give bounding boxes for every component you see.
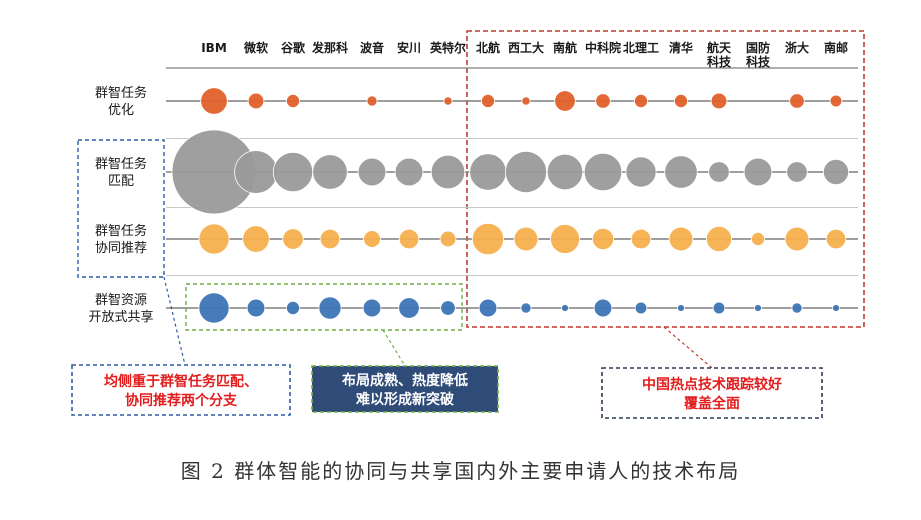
bubble [398, 297, 420, 319]
bubble [591, 227, 615, 251]
mid-callout-text: 布局成熟、热度降低难以形成新突破 [342, 372, 468, 408]
left-callout-connector [163, 276, 186, 366]
bubble [561, 304, 569, 312]
bubble [398, 228, 420, 250]
bubble [664, 155, 698, 189]
right-callout-connector [663, 326, 713, 369]
bubble [246, 298, 266, 318]
bubble [394, 157, 424, 187]
column-label: 南航 [553, 40, 577, 55]
column-label: 谷歌 [281, 40, 306, 55]
column-label: 西工大 [508, 40, 544, 55]
bubble [677, 304, 685, 312]
row-label: 群智任务协同推荐 [95, 223, 147, 256]
china-applicants-highlight-box [466, 30, 865, 328]
bubble [625, 156, 657, 188]
bubble [363, 230, 381, 248]
column-label: 北航 [476, 40, 500, 55]
column-label: 安川 [397, 40, 421, 55]
bubble [743, 157, 773, 187]
bubble [319, 228, 341, 250]
bubble [706, 225, 733, 252]
right-callout-text: 中国热点技术跟踪较好覆盖全面 [642, 376, 782, 412]
bubble [829, 94, 843, 108]
column-label: 航天科技 [707, 40, 732, 69]
bubble [480, 94, 495, 109]
column-label: 南邮 [824, 40, 848, 55]
column-label: 清华 [669, 40, 693, 55]
column-label: 波音 [360, 40, 384, 55]
column-label: 国防科技 [746, 40, 771, 69]
bubble [823, 158, 850, 185]
column-label: 北理工 [623, 40, 659, 55]
bubble [285, 94, 300, 109]
bubble [751, 231, 766, 246]
column-label: IBM [201, 41, 227, 55]
bubble [520, 302, 532, 314]
bubble [285, 300, 300, 315]
bubble [754, 304, 762, 312]
bubble [430, 154, 466, 190]
bubble [593, 298, 613, 318]
column-label: 发那科 [311, 40, 348, 55]
column-label: 中科院 [585, 40, 621, 55]
bubble [439, 230, 457, 248]
bubble [272, 151, 314, 193]
column-label: 浙大 [785, 40, 809, 55]
bubble [832, 304, 840, 312]
bubble [784, 226, 810, 252]
bubble [469, 153, 507, 191]
bubble [440, 300, 456, 316]
row-label: 群智任务匹配 [95, 156, 147, 189]
left-callout-text: 均侧重于群智任务匹配、协同推荐两个分支 [104, 373, 258, 409]
bubble [282, 228, 304, 250]
right-callout: 中国热点技术跟踪较好覆盖全面 [601, 367, 823, 419]
bubble [471, 222, 505, 256]
bubble [630, 228, 652, 250]
bubble [504, 150, 547, 193]
bubble [443, 96, 453, 106]
match-recommend-rows-box [77, 139, 165, 278]
left-callout: 均侧重于群智任务匹配、协同推荐两个分支 [71, 364, 291, 416]
bubble [247, 92, 265, 110]
bubble [513, 226, 539, 252]
row-label: 群智资源开放式共享 [88, 293, 153, 325]
mid-callout: 布局成熟、热度降低难以形成新突破 [311, 365, 499, 413]
bubble [634, 94, 649, 109]
bubble [554, 90, 576, 112]
bubble [712, 301, 726, 315]
bubble [634, 301, 648, 315]
bubble [674, 94, 689, 109]
column-label: 英特尔 [430, 40, 466, 55]
bubble [550, 224, 580, 254]
bubble [357, 157, 387, 187]
bubble [595, 93, 611, 109]
bubble [583, 152, 623, 192]
bubble [668, 226, 694, 252]
bubble [198, 223, 230, 255]
bubble [789, 93, 805, 109]
bubble [786, 161, 808, 183]
bubble [318, 296, 342, 320]
bubble [234, 150, 278, 194]
bubble [710, 92, 728, 110]
bubble [362, 298, 382, 318]
row-label: 群智任务优化 [95, 85, 147, 118]
bubble [791, 302, 803, 314]
bubble [708, 161, 730, 183]
bubble [521, 96, 531, 106]
bubble [366, 95, 378, 107]
column-label: 微软 [243, 40, 268, 55]
bubble [198, 292, 230, 324]
bubble [200, 87, 228, 115]
bubble [242, 225, 270, 253]
bubble [546, 153, 584, 191]
figure-caption: 图 2 群体智能的协同与共享国内外主要申请人的技术布局 [180, 459, 741, 483]
bubble [825, 228, 847, 250]
bubble [478, 298, 498, 318]
mid-callout-connector [382, 329, 406, 367]
bubble [312, 154, 348, 190]
